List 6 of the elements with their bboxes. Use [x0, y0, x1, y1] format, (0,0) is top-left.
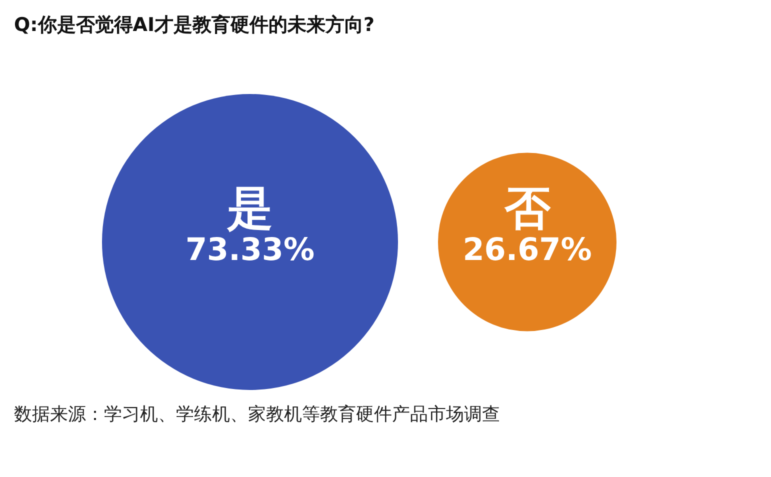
category-label: 否: [503, 181, 552, 235]
text: Q:你是否觉得AI才是教育硬件的未来方向?: [14, 13, 375, 38]
data-label: 73.33%: [185, 232, 315, 268]
data-label: 26.67%: [462, 232, 592, 268]
category-label: 是: [226, 181, 273, 235]
source-note: 数据来源：学习机、学练机、家教机等教育硬件产品市场调查: [14, 403, 501, 427]
